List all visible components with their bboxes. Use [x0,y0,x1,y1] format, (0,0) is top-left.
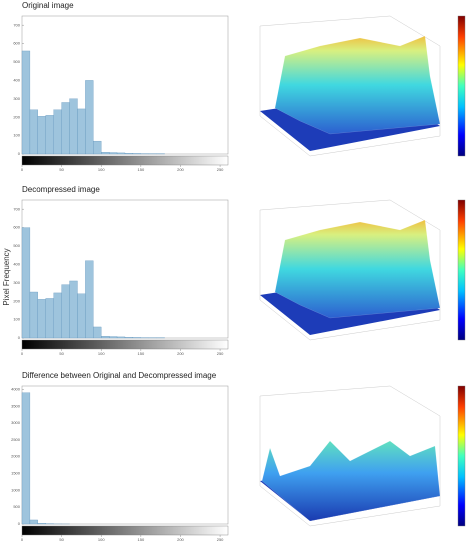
y-tick-label: 100 [13,317,20,322]
x-tick-label: 150 [138,167,145,172]
histogram-bar [124,337,134,339]
histogram-bar [93,140,102,155]
histogram-bar [116,152,126,155]
histogram-bar [45,115,54,155]
histogram-bar [85,260,94,339]
y-tick-label: 300 [13,96,20,101]
x-tick-label: 0 [21,351,24,356]
x-tick-label: 100 [98,537,105,542]
histogram-bar [29,109,38,155]
histogram-bar [85,80,94,155]
y-tick-label: 200 [13,298,20,303]
histogram-bar [93,326,102,339]
y-tick-label: 0 [18,521,21,526]
histogram-bar [69,98,78,155]
histogram-bar [116,336,126,339]
histogram-bar [45,298,54,339]
surface-box [259,385,441,527]
intensity-bar [21,155,229,166]
chart-title: Difference between Original and Decompre… [22,371,217,380]
histogram-bar [37,523,46,525]
histogram-bar [101,336,110,339]
histogram-bar [77,293,86,339]
intensity-bar [21,525,229,536]
x-tick-label: 100 [98,167,105,172]
histogram-bar [29,519,38,525]
colorbar [457,385,466,527]
x-tick-label: 0 [21,167,24,172]
x-tick-label: 200 [177,351,184,356]
x-tick-label: 50 [59,537,64,542]
y-tick-label: 2000 [11,454,21,459]
colorbar [457,15,466,157]
y-tick-label: 2500 [11,437,21,442]
y-tick-label: 100 [13,133,20,138]
histogram-bar [132,337,141,339]
y-tick-label: 0 [18,335,21,340]
y-tick-label: 700 [13,206,20,211]
x-tick-label: 50 [59,167,64,172]
x-tick-label: 50 [59,351,64,356]
histogram-bar [53,109,62,155]
y-tick-label: 600 [13,41,20,46]
y-tick-label: 400 [13,261,20,266]
histogram-bar [61,102,70,155]
histogram-bar [69,280,78,339]
x-tick-label: 100 [98,351,105,356]
surface [274,35,441,135]
surface [261,440,441,522]
plot-frame [21,385,229,525]
surface-box [259,199,441,341]
y-tick-label: 700 [13,22,20,27]
histogram-bar [109,152,118,155]
histogram-bar [21,50,31,155]
histogram-bar [109,336,118,339]
histogram-bar [53,292,62,339]
y-tick-label: 3000 [11,420,21,425]
x-tick-label: 200 [177,537,184,542]
intensity-bar [21,339,229,350]
chart-title: Original image [22,1,74,10]
y-tick-label: 0 [18,151,21,156]
y-tick-label: 500 [13,59,20,64]
y-tick-label: 500 [13,504,20,509]
histogram-bar [21,227,31,339]
x-tick-label: 0 [21,537,24,542]
histogram-bar [21,392,31,525]
y-tick-label: 200 [13,114,20,119]
chart-title: Decompressed image [22,185,100,194]
histogram-bar [37,116,46,155]
y-axis-label: Pixel Frequency [2,248,11,305]
histogram-bar [101,152,110,155]
surface-box [259,15,441,157]
y-tick-label: 500 [13,243,20,248]
histogram-bar [77,108,86,155]
histogram-bar [37,299,46,339]
y-tick-label: 3500 [11,403,21,408]
x-tick-label: 150 [138,537,145,542]
x-tick-label: 250 [217,167,224,172]
surface [274,219,441,319]
x-tick-label: 200 [177,167,184,172]
x-tick-label: 250 [217,537,224,542]
colorbar [457,199,466,341]
y-tick-label: 300 [13,280,20,285]
histogram-bar [29,291,38,339]
y-tick-label: 600 [13,225,20,230]
histogram-bar [124,153,134,155]
y-tick-label: 4000 [11,386,21,391]
y-tick-label: 1000 [11,487,21,492]
x-tick-label: 250 [217,351,224,356]
histogram-bar [132,153,141,155]
x-tick-label: 150 [138,351,145,356]
histogram-bar [61,284,70,339]
y-tick-label: 400 [13,77,20,82]
y-tick-label: 1500 [11,471,21,476]
